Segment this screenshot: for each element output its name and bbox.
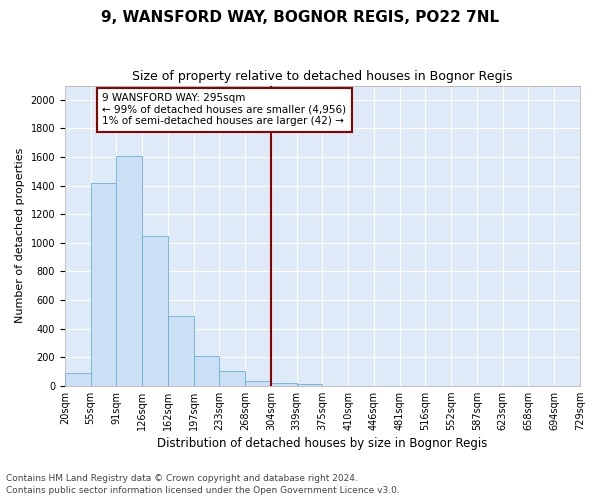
Text: 9 WANSFORD WAY: 295sqm
← 99% of detached houses are smaller (4,956)
1% of semi-d: 9 WANSFORD WAY: 295sqm ← 99% of detached… — [102, 94, 346, 126]
Y-axis label: Number of detached properties: Number of detached properties — [15, 148, 25, 324]
Text: 9, WANSFORD WAY, BOGNOR REGIS, PO22 7NL: 9, WANSFORD WAY, BOGNOR REGIS, PO22 7NL — [101, 10, 499, 25]
Bar — [116, 156, 142, 386]
Bar — [142, 236, 168, 386]
Bar — [220, 370, 245, 386]
X-axis label: Distribution of detached houses by size in Bognor Regis: Distribution of detached houses by size … — [157, 437, 488, 450]
Title: Size of property relative to detached houses in Bognor Regis: Size of property relative to detached ho… — [132, 70, 513, 83]
Bar — [91, 182, 116, 386]
Bar — [296, 384, 322, 386]
Bar — [245, 380, 271, 386]
Bar — [194, 356, 220, 386]
Bar — [65, 373, 91, 386]
Bar — [271, 383, 296, 386]
Text: Contains HM Land Registry data © Crown copyright and database right 2024.
Contai: Contains HM Land Registry data © Crown c… — [6, 474, 400, 495]
Bar — [168, 316, 194, 386]
